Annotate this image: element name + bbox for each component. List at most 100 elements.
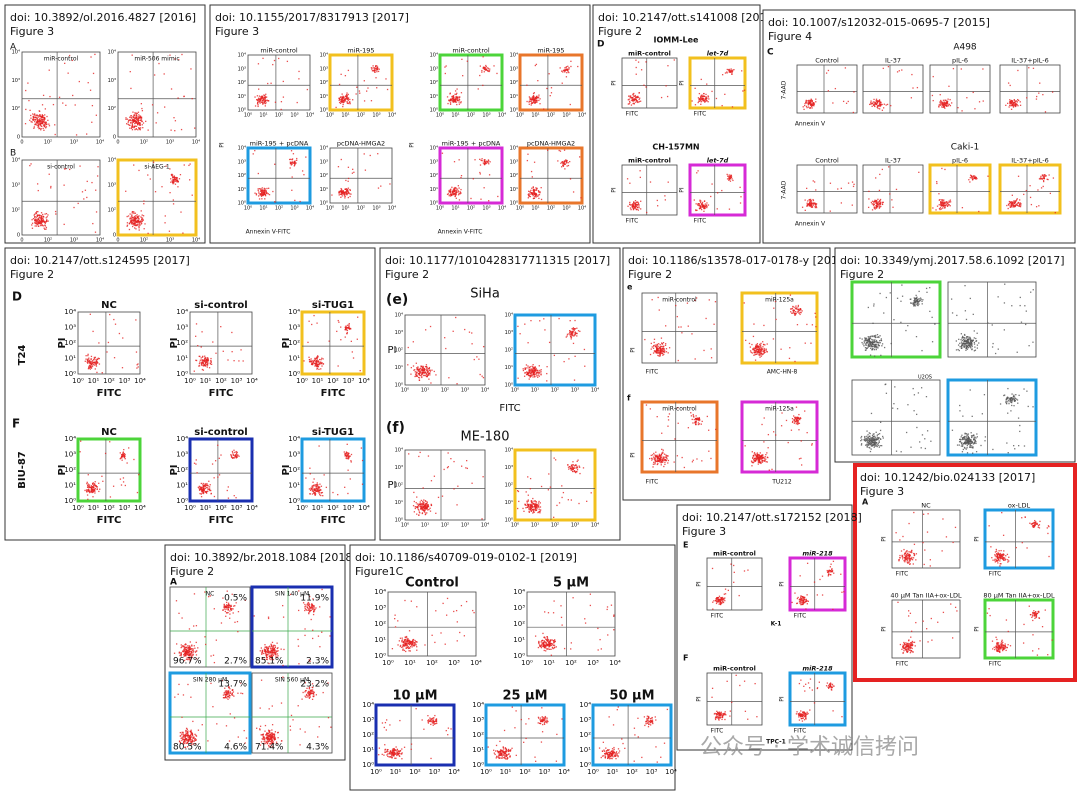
event-dot bbox=[530, 505, 532, 508]
event-dot bbox=[258, 198, 261, 200]
event-dot bbox=[730, 69, 733, 72]
event-dot bbox=[706, 83, 708, 85]
event-dot bbox=[1040, 175, 1042, 178]
event-dot bbox=[121, 455, 123, 457]
event-dot bbox=[45, 217, 47, 219]
event-dot bbox=[346, 190, 349, 192]
event-dot bbox=[535, 367, 537, 370]
event-dot bbox=[428, 367, 430, 370]
x-tick-label: 10¹ bbox=[531, 113, 539, 119]
event-dot bbox=[451, 186, 453, 188]
event-dot bbox=[795, 308, 797, 310]
event-dot bbox=[496, 72, 498, 75]
event-dot bbox=[807, 104, 810, 106]
x-tick-label: 10⁰ bbox=[72, 377, 84, 385]
event-dot bbox=[341, 97, 344, 99]
event-dot bbox=[482, 56, 484, 58]
event-dot bbox=[231, 457, 234, 459]
event-dot bbox=[483, 160, 486, 162]
event-dot bbox=[574, 319, 576, 322]
event-dot bbox=[131, 54, 133, 56]
event-dot bbox=[753, 350, 756, 352]
event-dot bbox=[806, 204, 808, 207]
event-dot bbox=[260, 192, 263, 194]
event-dot bbox=[457, 189, 459, 192]
event-dot bbox=[38, 127, 40, 130]
event-dot bbox=[352, 357, 355, 359]
event-dot bbox=[203, 360, 205, 363]
event-dot bbox=[318, 362, 320, 364]
plot: pcDNA-HMGA210⁰10⁰10¹10¹10²10²10³10³10⁴10… bbox=[510, 139, 587, 211]
event-dot bbox=[516, 490, 519, 492]
event-dot bbox=[1011, 100, 1014, 102]
event-dot bbox=[941, 202, 943, 204]
event-dot bbox=[444, 72, 446, 75]
y-tick-label: 10² bbox=[288, 339, 300, 347]
event-dot bbox=[36, 183, 39, 185]
event-dot bbox=[128, 124, 130, 126]
event-dot bbox=[537, 370, 539, 372]
event-dot bbox=[347, 97, 350, 99]
event-dot bbox=[703, 210, 705, 212]
event-dot bbox=[535, 63, 538, 66]
event-dot bbox=[317, 364, 320, 366]
x-tick-label: 10³ bbox=[290, 113, 298, 119]
event-dot bbox=[310, 488, 312, 490]
event-dot bbox=[810, 104, 813, 106]
event-dot bbox=[636, 100, 638, 102]
event-dot bbox=[698, 204, 700, 207]
event-dot bbox=[137, 220, 139, 222]
event-dot bbox=[376, 71, 378, 73]
event-dot bbox=[656, 343, 659, 346]
y-tick-label: 10⁰ bbox=[430, 201, 438, 207]
event-dot bbox=[44, 108, 46, 110]
event-dot bbox=[875, 99, 877, 102]
event-dot bbox=[425, 507, 427, 509]
event-dot bbox=[759, 349, 761, 352]
event-dot bbox=[840, 187, 842, 189]
event-dot bbox=[38, 221, 40, 224]
event-dot bbox=[342, 101, 344, 104]
event-dot bbox=[570, 335, 572, 337]
event-dot bbox=[348, 324, 350, 326]
event-dot bbox=[658, 352, 660, 354]
event-dot bbox=[661, 348, 664, 350]
event-dot bbox=[538, 504, 540, 506]
event-dot bbox=[811, 105, 813, 107]
x-tick-label: 10² bbox=[103, 377, 115, 385]
event-dot bbox=[757, 349, 759, 351]
event-dot bbox=[530, 104, 532, 106]
event-dot bbox=[140, 216, 142, 218]
event-dot bbox=[532, 187, 534, 189]
event-dot bbox=[123, 456, 126, 459]
plot-frame bbox=[438, 146, 504, 205]
event-dot bbox=[938, 105, 940, 107]
event-dot bbox=[39, 221, 41, 223]
event-dot bbox=[201, 488, 203, 491]
event-dot bbox=[532, 186, 534, 188]
panel-label: F bbox=[12, 417, 20, 431]
event-dot bbox=[96, 358, 99, 361]
event-dot bbox=[765, 349, 767, 351]
event-dot bbox=[425, 329, 427, 331]
event-dot bbox=[426, 369, 428, 371]
event-dot bbox=[532, 373, 535, 375]
doi: doi: 10.1007/s12032-015-0695-7 [2015] bbox=[768, 16, 990, 29]
event-dot bbox=[663, 457, 665, 459]
event-dot bbox=[89, 368, 91, 370]
event-dot bbox=[317, 365, 320, 368]
event-dot bbox=[634, 202, 637, 204]
plot: pcDNA-HMGA210⁰10⁰10¹10¹10²10²10³10³10⁴10… bbox=[320, 139, 397, 211]
event-dot bbox=[447, 102, 449, 105]
event-dot bbox=[134, 218, 136, 220]
event-dot bbox=[305, 477, 307, 479]
event-dot bbox=[417, 504, 420, 507]
event-dot bbox=[810, 202, 813, 205]
event-dot bbox=[567, 71, 569, 73]
event-dot bbox=[540, 373, 542, 375]
event-dot bbox=[488, 70, 491, 72]
event-dot bbox=[154, 74, 156, 76]
event-dot bbox=[576, 467, 579, 469]
event-dot bbox=[454, 190, 456, 193]
event-dot bbox=[533, 192, 536, 195]
